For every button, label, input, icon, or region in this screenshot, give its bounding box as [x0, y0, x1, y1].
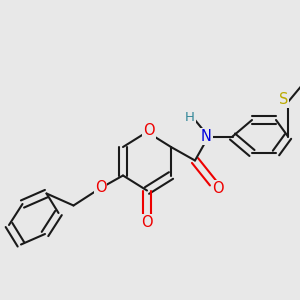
Text: H: H — [185, 111, 194, 124]
Text: N: N — [201, 129, 212, 144]
Text: O: O — [95, 180, 106, 195]
Text: S: S — [279, 92, 288, 107]
Text: O: O — [141, 215, 153, 230]
Text: O: O — [213, 181, 224, 196]
Text: O: O — [143, 123, 155, 138]
